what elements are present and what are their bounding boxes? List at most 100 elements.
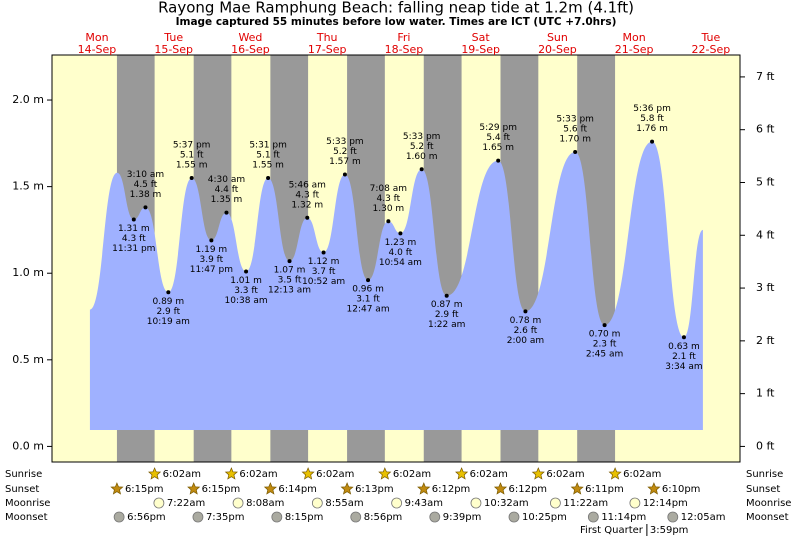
event-time: 12:05am — [681, 512, 726, 523]
tide-point — [523, 309, 528, 314]
day-date: 16-Sep — [231, 43, 270, 56]
event-row-label: Sunrise — [746, 469, 783, 480]
tide-label: 5.2 ft — [410, 142, 434, 152]
event-icon — [153, 497, 165, 509]
day-date: 22-Sep — [692, 43, 731, 56]
day-date: 18-Sep — [385, 43, 424, 56]
event-time: 6:02am — [393, 469, 431, 480]
day-name: Fri — [397, 31, 410, 44]
tide-label: 1:22 am — [428, 320, 465, 330]
event-row-label: Moonset — [746, 512, 789, 523]
tide-label: 3.7 ft — [312, 267, 336, 277]
event-row-label: Sunset — [5, 484, 39, 495]
tide-label: 1.57 m — [329, 157, 361, 167]
event-icon — [271, 511, 283, 523]
event-time: 11:22am — [563, 498, 608, 509]
tide-point — [131, 217, 136, 222]
event-time: 6:12pm — [432, 484, 471, 495]
event-time: 6:14pm — [278, 484, 317, 495]
day-date: 15-Sep — [154, 43, 193, 56]
tide-point — [305, 215, 310, 220]
tide-label: 0.89 m — [152, 297, 184, 307]
event-icon — [647, 482, 661, 495]
tide-point — [496, 158, 501, 163]
moon-phase-name: First Quarter — [580, 525, 644, 536]
tide-label: 1.01 m — [230, 276, 262, 286]
tide-label: 2.1 ft — [672, 352, 696, 362]
tide-point — [398, 231, 403, 236]
tide-label: 2.3 ft — [593, 340, 617, 350]
y2-tick-label: 2 ft — [756, 334, 775, 347]
tide-point — [444, 293, 449, 298]
y2-tick-label: 6 ft — [756, 123, 775, 136]
tide-point — [209, 238, 214, 243]
tide-point — [287, 259, 292, 264]
event-row-label: Sunrise — [5, 469, 42, 480]
y2-tick-label: 0 ft — [756, 439, 775, 452]
event-time: 9:43am — [405, 498, 443, 509]
tide-label: 5.4 ft — [486, 133, 510, 143]
event-icon — [531, 467, 545, 480]
event-time: 6:02am — [316, 469, 354, 480]
y-tick-label: 0.0 m — [12, 439, 44, 452]
tide-point — [266, 175, 271, 180]
event-icon — [455, 467, 469, 480]
day-name: Tue — [701, 31, 721, 44]
day-date: 19-Sep — [461, 43, 500, 56]
y2-tick-label: 4 ft — [756, 228, 775, 241]
tide-label: 0.78 m — [510, 316, 542, 326]
event-icon — [224, 467, 238, 480]
tide-area — [89, 141, 703, 430]
tide-label: 1.12 m — [308, 257, 340, 267]
tide-label: 2.9 ft — [156, 307, 180, 317]
event-time: 8:56pm — [364, 512, 403, 523]
event-row-label: Moonrise — [746, 498, 791, 509]
day-name: Mon — [85, 31, 108, 44]
tide-label: 7:08 am — [370, 184, 407, 194]
tide-label: 4.4 ft — [215, 185, 239, 195]
y-tick-label: 2.0 m — [12, 93, 44, 106]
event-icon — [587, 511, 599, 523]
day-name: Sun — [547, 31, 568, 44]
tide-point — [244, 269, 249, 274]
tide-label: 5:33 pm — [556, 114, 594, 124]
event-time: 8:08am — [246, 498, 284, 509]
event-icon — [192, 511, 204, 523]
tide-label: 5.1 ft — [256, 150, 280, 160]
tide-label: 0.87 m — [431, 300, 463, 310]
tide-label: 3.1 ft — [356, 295, 380, 305]
tide-point — [224, 210, 229, 215]
tide-point — [189, 175, 194, 180]
tide-label: 4.5 ft — [134, 180, 158, 190]
tide-label: 10:52 am — [302, 277, 345, 287]
event-time: 6:02am — [623, 469, 661, 480]
tide-point — [321, 250, 326, 255]
event-time: 6:13pm — [355, 484, 394, 495]
event-time: 8:55am — [325, 498, 363, 509]
tide-label: 11:47 pm — [190, 265, 233, 275]
day-date: 14-Sep — [78, 43, 117, 56]
tide-label: 10:54 am — [379, 258, 422, 268]
tide-label: 2.6 ft — [514, 326, 538, 336]
event-icon — [110, 482, 124, 495]
day-date: 21-Sep — [615, 43, 654, 56]
event-icon — [429, 511, 441, 523]
tide-label: 3:34 am — [665, 362, 702, 372]
event-time: 10:25pm — [522, 512, 567, 523]
tide-label: 5:31 pm — [249, 140, 287, 150]
y2-tick-label: 1 ft — [756, 387, 775, 400]
tide-label: 5:33 pm — [326, 137, 364, 147]
event-icon — [263, 482, 277, 495]
event-time: 6:15pm — [202, 484, 241, 495]
tide-label: 0.96 m — [352, 285, 384, 295]
event-row-label: Moonrise — [5, 498, 50, 509]
event-icon — [629, 497, 641, 509]
tide-label: 2.9 ft — [435, 310, 459, 320]
tide-label: 4.3 ft — [122, 234, 146, 244]
chart-subtitle: Image captured 55 minutes before low wat… — [176, 16, 617, 28]
tide-label: 1.55 m — [252, 160, 284, 170]
tide-label: 3.5 ft — [278, 276, 302, 286]
y2-tick-label: 5 ft — [756, 175, 775, 188]
y-tick-label: 1.0 m — [12, 266, 44, 279]
y-tick-label: 1.5 m — [12, 180, 44, 193]
